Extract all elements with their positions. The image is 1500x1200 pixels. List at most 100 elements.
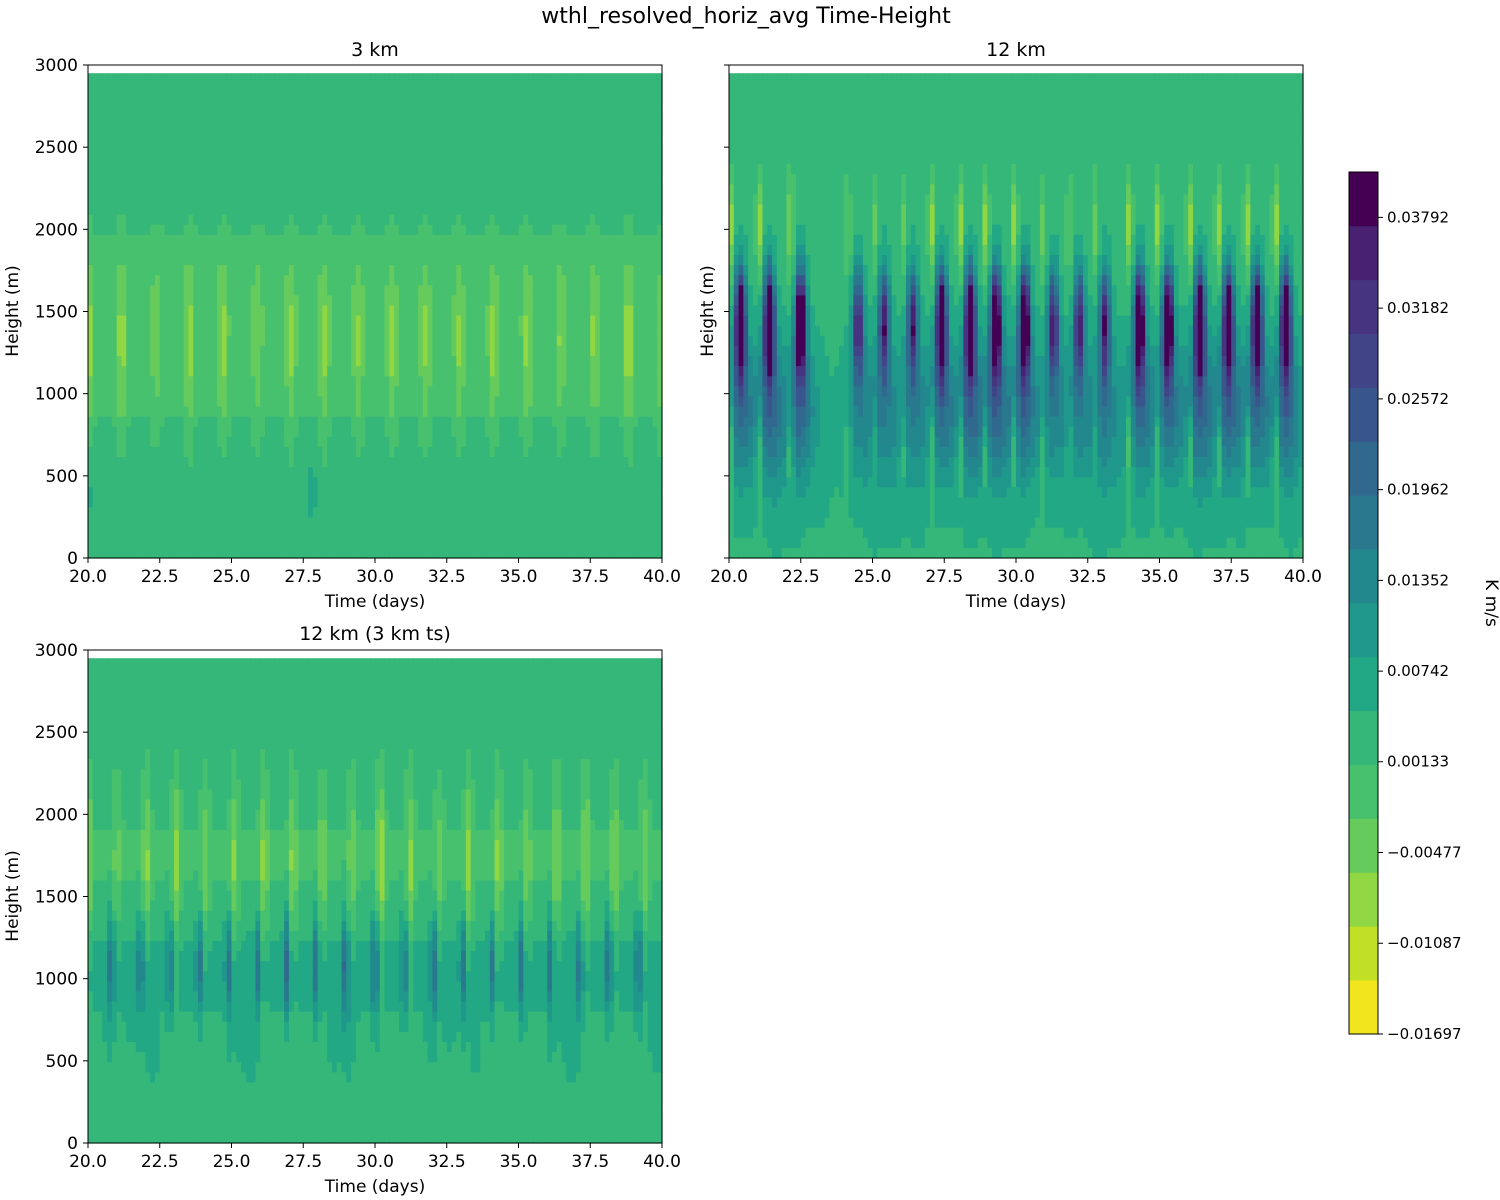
- heatmap-cell: [221, 356, 228, 367]
- heatmap-cell: [561, 487, 567, 498]
- heatmap-cell: [150, 446, 156, 458]
- heatmap-cell: [193, 265, 199, 276]
- heatmap-cell: [494, 436, 500, 448]
- heatmap-cell: [264, 517, 271, 529]
- heatmap-cell: [193, 224, 199, 236]
- heatmap-cell: [308, 527, 314, 539]
- heatmap-cell: [126, 507, 132, 519]
- heatmap-cell: [102, 457, 108, 468]
- heatmap-cell: [135, 73, 142, 84]
- heatmap-cell: [547, 547, 553, 559]
- heatmap-cell: [284, 517, 290, 529]
- heatmap-cell: [375, 255, 381, 266]
- heatmap-cell: [513, 386, 520, 398]
- heatmap-cell: [561, 113, 567, 125]
- heatmap-cell: [217, 396, 223, 408]
- heatmap-cell: [121, 103, 127, 115]
- heatmap-cell: [121, 426, 127, 438]
- heatmap-cell: [418, 73, 424, 84]
- heatmap-cell: [241, 295, 247, 307]
- heatmap-cell: [432, 103, 438, 115]
- heatmap-cell: [174, 325, 180, 337]
- heatmap-cell: [379, 265, 386, 276]
- heatmap-cell: [513, 416, 520, 428]
- heatmap-cell: [556, 507, 563, 519]
- heatmap-cell: [370, 184, 376, 196]
- heatmap-cell: [202, 396, 209, 408]
- heatmap-cell: [461, 345, 467, 357]
- heatmap-cell: [241, 285, 247, 297]
- heatmap-cell: [260, 396, 266, 408]
- heatmap-cell: [389, 345, 395, 357]
- heatmap-cell: [418, 184, 424, 196]
- heatmap-cell: [322, 527, 328, 539]
- heatmap-cell: [441, 426, 448, 438]
- heatmap-cell: [355, 457, 362, 468]
- heatmap-cell: [150, 517, 156, 529]
- heatmap-cell: [489, 265, 496, 276]
- heatmap-cell: [121, 224, 127, 236]
- heatmap-cell: [394, 457, 400, 468]
- heatmap-cell: [575, 477, 582, 488]
- heatmap-cell: [532, 224, 539, 236]
- heatmap-cell: [547, 244, 553, 256]
- heatmap-cell: [269, 73, 276, 84]
- heatmap-cell: [561, 123, 567, 135]
- heatmap-cell: [465, 133, 472, 145]
- heatmap-cell: [465, 234, 472, 246]
- heatmap-cell: [398, 446, 405, 458]
- heatmap-cell: [150, 406, 156, 418]
- heatmap-cell: [169, 436, 175, 448]
- heatmap-cell: [279, 234, 285, 246]
- heatmap-cell: [389, 325, 395, 337]
- heatmap-cell: [284, 174, 290, 185]
- heatmap-cell: [403, 376, 410, 387]
- heatmap-cell: [398, 244, 405, 256]
- heatmap-cell: [461, 305, 467, 317]
- heatmap-cell: [327, 184, 333, 196]
- heatmap-cell: [384, 194, 390, 206]
- heatmap-cell: [422, 507, 429, 519]
- heatmap-cell: [566, 477, 572, 488]
- heatmap-cell: [327, 255, 333, 266]
- heatmap-cell: [164, 214, 170, 226]
- heatmap-cell: [375, 406, 381, 418]
- heatmap-cell: [303, 93, 309, 105]
- heatmap-cell: [551, 325, 558, 337]
- heatmap-cell: [451, 123, 457, 135]
- heatmap-cell: [355, 174, 362, 185]
- heatmap-cell: [102, 436, 108, 448]
- heatmap-cell: [413, 224, 419, 236]
- heatmap-cell: [121, 214, 127, 226]
- heatmap-cell: [327, 164, 333, 175]
- heatmap-cell: [212, 487, 218, 498]
- heatmap-cell: [145, 335, 151, 347]
- heatmap-cell: [461, 467, 467, 478]
- heatmap-cell: [336, 467, 343, 478]
- heatmap-cell: [327, 537, 333, 549]
- heatmap-cell: [236, 224, 242, 236]
- heatmap-cell: [121, 113, 127, 125]
- heatmap-cell: [298, 103, 304, 115]
- heatmap-cell: [131, 194, 137, 206]
- heatmap-cell: [508, 315, 515, 327]
- heatmap-cell: [298, 406, 304, 418]
- heatmap-cell: [408, 204, 414, 216]
- heatmap-cell: [532, 345, 539, 357]
- heatmap-cell: [513, 194, 520, 206]
- heatmap-cell: [346, 335, 352, 347]
- heatmap-cell: [250, 376, 257, 387]
- heatmap-cell: [288, 527, 295, 539]
- heatmap-cell: [480, 487, 486, 498]
- heatmap-cell: [159, 295, 166, 307]
- heatmap-cell: [312, 426, 319, 438]
- heatmap-cell: [298, 234, 304, 246]
- heatmap-cell: [145, 547, 151, 559]
- heatmap-cell: [241, 457, 247, 468]
- heatmap-cell: [121, 325, 127, 337]
- heatmap-cell: [212, 204, 218, 216]
- heatmap-cell: [174, 487, 180, 498]
- heatmap-cell: [379, 255, 386, 266]
- heatmap-cell: [571, 436, 577, 448]
- heatmap-cell: [547, 345, 553, 357]
